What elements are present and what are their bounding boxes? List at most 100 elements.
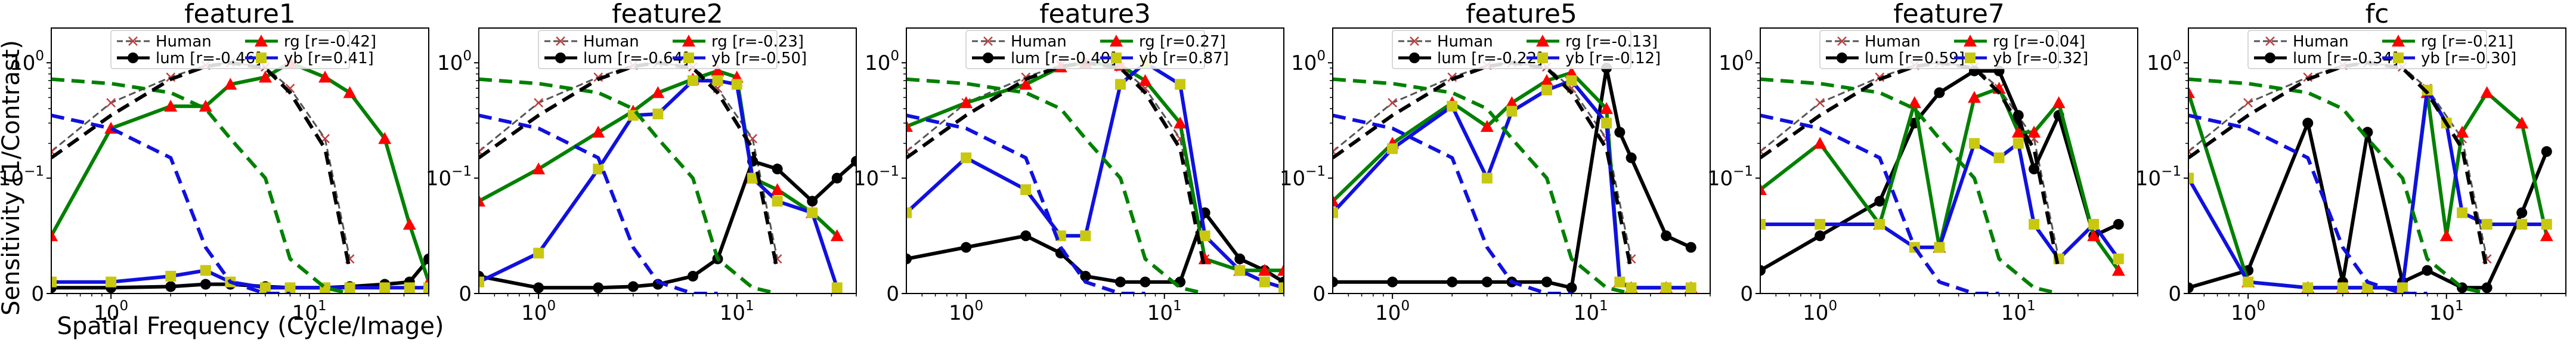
legend-box bbox=[1392, 30, 1631, 69]
data-point bbox=[1565, 66, 1578, 78]
data-point bbox=[258, 70, 272, 83]
legend-marker bbox=[1965, 52, 1976, 63]
data-point bbox=[627, 281, 639, 292]
data-point bbox=[2087, 229, 2101, 242]
y-tick-label: 100 bbox=[437, 48, 472, 75]
legend-label: Human bbox=[2293, 33, 2349, 51]
legend-label: yb [r=-0.32] bbox=[1993, 50, 2088, 67]
data-point bbox=[830, 229, 844, 242]
data-point bbox=[1815, 230, 1826, 242]
data-point bbox=[1601, 118, 1612, 129]
series-line-dashed-6 bbox=[51, 61, 352, 271]
data-point bbox=[1760, 183, 1767, 195]
legend-label: yb [r=-0.30] bbox=[2421, 50, 2516, 67]
y-tick-label: 0 bbox=[1740, 282, 1753, 306]
data-point bbox=[593, 282, 604, 294]
data-point bbox=[1480, 120, 1494, 132]
data-point bbox=[2397, 282, 2408, 294]
data-point bbox=[533, 248, 544, 259]
data-point bbox=[687, 75, 698, 86]
legend-marker bbox=[556, 36, 565, 46]
legend-label: rg [r=0.27] bbox=[1139, 33, 1226, 51]
y-tick-label: 0 bbox=[1312, 282, 1326, 306]
data-point bbox=[1174, 116, 1187, 129]
axes-frame bbox=[51, 27, 429, 294]
y-tick-label: 0 bbox=[886, 282, 899, 306]
series-line-yb bbox=[479, 79, 839, 289]
data-point bbox=[1506, 106, 1518, 117]
data-point bbox=[2481, 282, 2493, 294]
data-point bbox=[1388, 98, 1398, 108]
legend-label: rg [r=-0.42] bbox=[284, 33, 376, 51]
y-tick-label: 100 bbox=[10, 48, 44, 75]
data-point bbox=[652, 109, 664, 120]
data-point bbox=[1080, 230, 1091, 242]
data-point bbox=[1685, 282, 1696, 294]
legend-marker bbox=[683, 52, 694, 63]
data-point bbox=[2457, 207, 2468, 218]
data-point bbox=[1333, 194, 1339, 207]
data-point bbox=[851, 156, 856, 167]
data-point bbox=[1626, 152, 1637, 163]
legend-label: lum [r=-0.34] bbox=[2293, 50, 2398, 67]
series-line-dashed-5 bbox=[1760, 113, 1999, 294]
data-point bbox=[1541, 84, 1552, 95]
legend-label: yb [r=0.87] bbox=[1139, 50, 1229, 67]
data-point bbox=[1114, 79, 1126, 90]
series-line-rg bbox=[906, 61, 1284, 273]
legend-box bbox=[965, 30, 1205, 69]
series-line-human bbox=[906, 61, 1206, 260]
x-tick-label: 101 bbox=[2001, 298, 2036, 325]
y-tick-label: 100 bbox=[865, 48, 899, 75]
data-point bbox=[1199, 230, 1210, 242]
legend-box bbox=[538, 30, 778, 69]
data-point bbox=[807, 196, 818, 207]
data-point bbox=[2188, 86, 2195, 98]
y-tick-label: 0 bbox=[2168, 282, 2181, 306]
data-point bbox=[1234, 253, 1246, 264]
legend-box bbox=[110, 30, 350, 69]
data-point bbox=[1481, 172, 1493, 184]
data-point bbox=[533, 282, 544, 294]
data-point bbox=[961, 152, 972, 163]
data-point bbox=[1685, 242, 1696, 253]
y-tick-label: 100 bbox=[1719, 48, 1753, 75]
data-point bbox=[200, 265, 211, 276]
x-tick-label: 101 bbox=[1574, 298, 1608, 325]
data-point bbox=[1541, 276, 1552, 288]
legend-label: lum [r=-0.46] bbox=[156, 50, 261, 67]
data-point bbox=[831, 282, 843, 294]
data-point bbox=[1080, 270, 1091, 282]
series-line-rg bbox=[2188, 91, 2549, 290]
data-point bbox=[479, 194, 485, 207]
data-point bbox=[2541, 218, 2552, 230]
data-point bbox=[224, 78, 237, 90]
plot-area bbox=[906, 56, 1284, 294]
y-tick-label: 10−1 bbox=[1280, 164, 1326, 191]
data-point bbox=[1481, 276, 1493, 288]
axes-frame bbox=[1760, 27, 2138, 294]
legend-marker bbox=[1837, 36, 1847, 46]
data-point bbox=[378, 132, 392, 144]
data-point bbox=[2439, 229, 2453, 242]
data-point bbox=[2541, 146, 2552, 157]
legend-marker bbox=[2265, 52, 2275, 63]
data-point bbox=[423, 253, 429, 264]
data-point bbox=[2011, 125, 2025, 138]
plot-area bbox=[51, 56, 429, 294]
data-point bbox=[2422, 84, 2433, 95]
series-line-dashed-4 bbox=[1760, 77, 2060, 294]
data-point bbox=[712, 75, 723, 86]
data-point bbox=[1760, 218, 1766, 230]
data-point bbox=[2480, 86, 2494, 98]
data-point bbox=[106, 98, 116, 108]
x-tick-label: 100 bbox=[2231, 298, 2265, 325]
series-line-rg bbox=[479, 69, 838, 237]
series-line-lum bbox=[1760, 69, 2120, 272]
